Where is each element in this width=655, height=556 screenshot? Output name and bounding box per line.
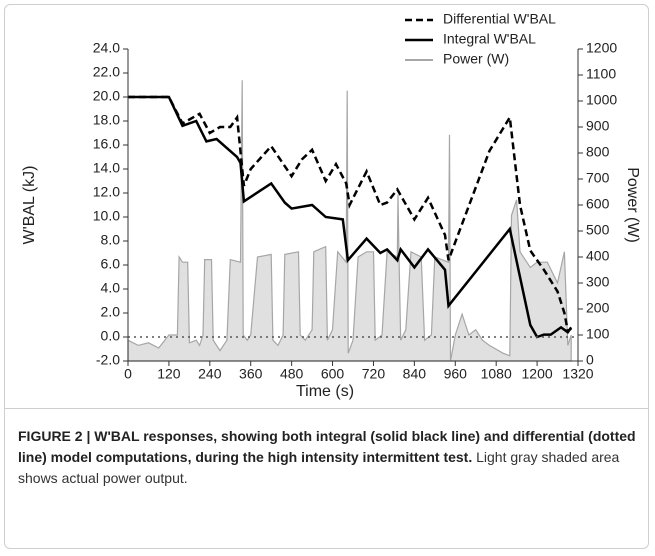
x-tick-label: 480: [280, 366, 304, 382]
figure-frame: [4, 4, 649, 549]
y2-tick-label: 1100: [586, 66, 616, 82]
y2-tick-label: 900: [586, 118, 610, 134]
y-tick-label: 20.0: [93, 88, 120, 104]
x-tick-label: 240: [198, 366, 222, 382]
x-tick-label: 1080: [481, 366, 512, 382]
separator: [4, 408, 649, 409]
x-tick-label: 360: [239, 366, 263, 382]
legend-label: Integral W'BAL: [443, 31, 536, 47]
y2-tick-label: 700: [586, 170, 610, 186]
y2-axis-label: Power (W): [624, 167, 641, 243]
y-tick-label: 16.0: [93, 136, 120, 152]
y2-tick-label: 200: [586, 300, 610, 316]
y2-tick-label: 0: [586, 352, 594, 368]
x-tick-label: 600: [321, 366, 345, 382]
y2-tick-label: 300: [586, 274, 610, 290]
y-tick-label: 18.0: [93, 112, 120, 128]
caption-text: Light gray shaded area shows actual powe…: [18, 449, 620, 486]
y-tick-label: 14.0: [93, 160, 120, 176]
chart: Time (s) W'BAL (kJ) Power (W) -2.0 0.0 2.0…: [21, 11, 641, 401]
y-axis-label: W'BAL (kJ): [21, 166, 38, 245]
y-tick-label: 8.0: [101, 232, 121, 248]
x-axis-label: Time (s): [296, 383, 354, 400]
caption-bold: FIGURE 2 | W'BAL responses, showing both…: [18, 428, 636, 465]
x-tick-label: 840: [403, 366, 427, 382]
x-tick-label: 960: [444, 366, 468, 382]
y-tick-label: 4.0: [101, 280, 121, 296]
y-tick-label: 12.0: [93, 184, 120, 200]
y-tick-label: 2.0: [101, 304, 121, 320]
x-tick-label: 1320: [562, 366, 593, 382]
y2-tick-label: 600: [586, 196, 610, 212]
y-tick-label: 0.0: [101, 328, 121, 344]
y2-tick-label: 100: [586, 326, 610, 342]
y2-tick-label: 800: [586, 144, 610, 160]
x-tick-label: 0: [124, 366, 132, 382]
y-tick-label: 10.0: [93, 208, 120, 224]
y-tick-label: 22.0: [93, 64, 120, 80]
x-tick-label: 1200: [522, 366, 553, 382]
series-line: [128, 95, 572, 334]
y2-tick-label: 1200: [586, 40, 617, 56]
y2-tick-label: 400: [586, 248, 610, 264]
y2-tick-label: 1000: [586, 92, 617, 108]
legend-label: Differential W'BAL: [443, 11, 556, 27]
y-tick-label: 6.0: [101, 256, 121, 272]
x-tick-label: 120: [157, 366, 181, 382]
caption: FIGURE 2 | W'BAL responses, showing both…: [18, 426, 638, 489]
y-tick-label: 24.0: [93, 40, 120, 56]
legend-label: Power (W): [443, 51, 509, 67]
series-line: [128, 95, 573, 339]
power-area: [127, 80, 572, 362]
y-tick-label: -2.0: [96, 352, 120, 368]
x-tick-label: 720: [362, 366, 386, 382]
y2-tick-label: 500: [586, 222, 610, 238]
